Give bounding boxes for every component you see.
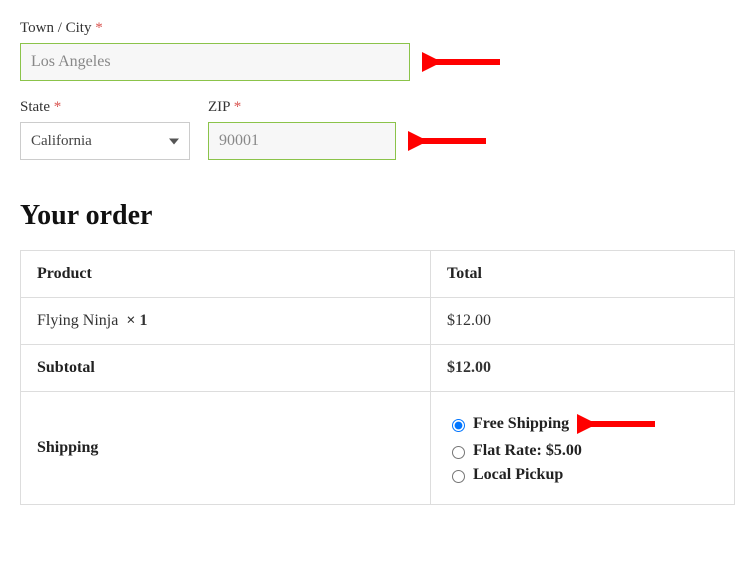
table-row: Subtotal $12.00: [21, 345, 735, 392]
required-mark: *: [234, 99, 242, 115]
order-heading: Your order: [20, 200, 730, 232]
shipping-radio-free[interactable]: [452, 419, 465, 432]
arrow-annotation-shipping: [577, 412, 657, 436]
state-label: State *: [20, 99, 190, 116]
line-item-price: $12.00: [431, 298, 735, 345]
required-mark: *: [95, 20, 103, 36]
required-mark: *: [54, 99, 62, 115]
chevron-down-icon: [169, 133, 179, 150]
shipping-option-label: Free Shipping: [473, 415, 569, 433]
order-table: Product Total Flying Ninja × 1 $12.00 Su…: [20, 250, 735, 505]
line-item-qty: × 1: [126, 312, 147, 329]
city-label-text: Town / City: [20, 20, 91, 36]
arrow-annotation-zip: [408, 129, 488, 153]
subtotal-label: Subtotal: [21, 345, 431, 392]
line-item-name: Flying Ninja: [37, 312, 118, 329]
subtotal-value: $12.00: [447, 359, 491, 376]
shipping-options: Free Shipping: [447, 412, 718, 484]
state-select[interactable]: California: [20, 122, 190, 160]
col-product: Product: [21, 251, 431, 298]
table-row: Flying Ninja × 1 $12.00: [21, 298, 735, 345]
shipping-radio-pickup[interactable]: [452, 470, 465, 483]
city-input[interactable]: [20, 43, 410, 81]
arrow-annotation-city: [422, 50, 502, 74]
city-label: Town / City *: [20, 20, 502, 37]
shipping-option-label: Local Pickup: [473, 466, 563, 484]
zip-input[interactable]: [208, 122, 396, 160]
zip-label: ZIP *: [208, 99, 488, 116]
zip-label-text: ZIP: [208, 99, 230, 115]
shipping-radio-flat[interactable]: [452, 446, 465, 459]
state-label-text: State: [20, 99, 50, 115]
shipping-label: Shipping: [21, 392, 431, 505]
shipping-option-label: Flat Rate: $5.00: [473, 442, 582, 460]
table-row: Shipping Free Shipping: [21, 392, 735, 505]
col-total: Total: [431, 251, 735, 298]
state-value: California: [31, 133, 92, 150]
